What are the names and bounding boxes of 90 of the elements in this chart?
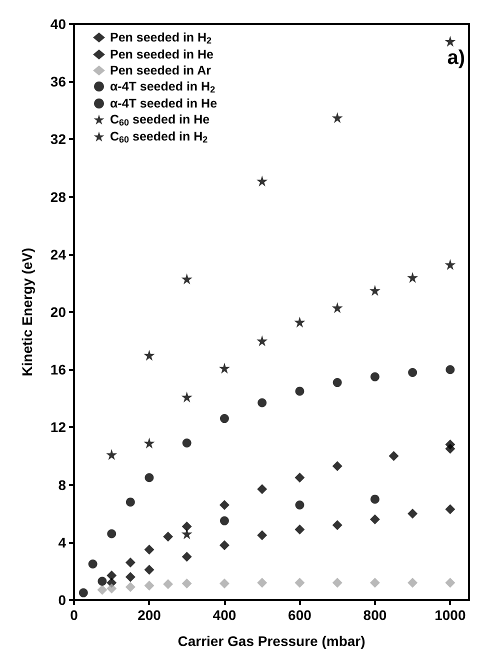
point [445, 444, 456, 454]
point [106, 449, 118, 460]
point [126, 498, 135, 507]
point [125, 558, 136, 568]
point [182, 522, 192, 532]
point [106, 570, 117, 581]
x-tick-label: 1000 [434, 607, 466, 623]
point [219, 500, 230, 510]
y-tick-label: 28 [50, 188, 66, 205]
point [98, 576, 107, 586]
point [370, 514, 380, 524]
point [97, 584, 108, 595]
x-tick-label: 0 [70, 607, 78, 623]
point [181, 391, 192, 402]
point [370, 372, 380, 382]
y-tick-label: 4 [58, 534, 66, 550]
point [444, 258, 456, 270]
point [370, 578, 380, 588]
point [332, 520, 342, 530]
point [163, 532, 174, 542]
point [407, 272, 418, 283]
legend-label: α-4T seeded in He [110, 96, 218, 110]
point [295, 386, 304, 396]
point [294, 578, 305, 588]
point [294, 524, 305, 534]
point [369, 284, 380, 296]
y-tick-label: 36 [50, 74, 66, 90]
point [181, 528, 192, 540]
point [408, 508, 418, 519]
point [182, 438, 192, 448]
point [144, 438, 155, 449]
y-tick-label: 24 [50, 246, 66, 262]
point [182, 578, 192, 588]
x-tick-label: 800 [363, 607, 387, 623]
y-tick-label: 0 [58, 592, 66, 608]
point [257, 578, 268, 588]
point [444, 36, 456, 47]
point [257, 484, 268, 494]
point [446, 365, 455, 374]
point [258, 398, 267, 408]
legend-label: Pen seeded in He [110, 48, 214, 62]
y-axis-title: Kinetic Energy (eV) [19, 248, 35, 376]
point [181, 273, 192, 284]
y-tick-label: 40 [50, 16, 66, 32]
point [218, 362, 230, 374]
x-tick-label: 200 [138, 607, 162, 623]
legend-label: Pen seeded in Ar [110, 64, 212, 78]
point [408, 368, 418, 377]
point [332, 378, 342, 388]
point [219, 578, 230, 588]
point [257, 530, 268, 540]
point [295, 500, 304, 510]
point [332, 461, 342, 472]
point [445, 504, 456, 514]
point [125, 572, 136, 582]
y-tick-label: 8 [58, 476, 66, 493]
point [256, 335, 268, 346]
annotation: a) [447, 47, 466, 69]
point [332, 112, 343, 124]
point [332, 578, 342, 588]
point [220, 516, 229, 526]
point [144, 544, 154, 555]
point [182, 552, 192, 562]
point [107, 529, 116, 538]
y-tick-label: 20 [50, 304, 66, 320]
point [294, 316, 306, 328]
point [78, 588, 88, 598]
y-tick-label: 12 [50, 419, 66, 436]
point [144, 564, 154, 575]
point [408, 578, 418, 588]
point [445, 578, 456, 588]
point [370, 494, 380, 504]
point [144, 580, 154, 591]
point [163, 579, 174, 590]
x-axis-title: Carrier Gas Pressure (mbar) [178, 633, 366, 649]
y-tick-label: 16 [50, 362, 66, 378]
point [125, 582, 136, 592]
point [294, 472, 305, 483]
point [220, 414, 229, 424]
point [388, 451, 399, 461]
y-tick-label: 32 [50, 131, 66, 148]
point [88, 560, 98, 568]
point [106, 583, 117, 594]
point [144, 350, 155, 361]
point [144, 473, 154, 482]
x-tick-label: 600 [288, 607, 312, 623]
x-tick-label: 400 [212, 607, 236, 623]
point [219, 540, 230, 550]
point [256, 175, 268, 186]
point [332, 302, 343, 314]
